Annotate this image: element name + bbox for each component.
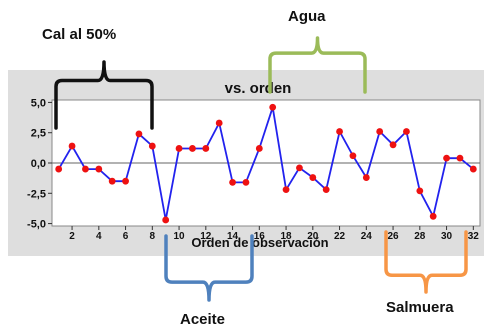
data-point: [229, 178, 236, 186]
chart-title: vs. orden: [225, 80, 292, 97]
series-layer: [55, 103, 477, 224]
y-tick-label: 5,0: [31, 97, 46, 109]
data-point: [175, 145, 183, 152]
data-point: [148, 142, 156, 150]
data-point: [95, 165, 103, 173]
annotation-label-cal: Cal al 50%: [42, 26, 117, 43]
annotation-label-salmuera: Salmuera: [386, 299, 454, 316]
x-tick-label: 24: [361, 231, 373, 242]
x-tick-label: 32: [468, 231, 480, 242]
x-tick-label: 8: [150, 231, 156, 242]
x-tick-label: 22: [334, 231, 346, 242]
x-tick-label: 30: [441, 231, 453, 242]
data-point: [135, 130, 143, 138]
x-tick-label: 26: [388, 231, 400, 242]
data-point: [122, 177, 129, 185]
data-point: [376, 128, 384, 135]
data-point: [416, 187, 424, 195]
x-tick-label: 12: [200, 231, 212, 242]
data-point: [403, 128, 410, 135]
data-point: [443, 154, 450, 162]
cal-brace: [54, 60, 154, 130]
data-point: [82, 165, 89, 173]
data-point: [162, 216, 170, 224]
annotation-label-agua: Agua: [288, 8, 326, 25]
data-point: [255, 145, 263, 152]
axes: 5,02,50,0-2,5-5,02 4 6 8 10 12 14 16 18 20 22 24 26 2…: [27, 97, 480, 242]
x-tick-label: 10: [174, 231, 186, 242]
y-tick-label: -5,0: [27, 219, 46, 231]
annotation-label-aceite: Aceite: [180, 311, 226, 328]
x-tick-label: 16: [254, 231, 266, 242]
y-tick-label: 2,5: [31, 128, 46, 140]
data-point: [269, 103, 277, 111]
x-tick-label: 2: [69, 231, 75, 242]
x-tick-label: 6: [123, 231, 129, 242]
data-point: [55, 165, 63, 173]
annotation-brackets: [54, 36, 468, 302]
data-point: [456, 154, 464, 162]
y-tick-label: 0,0: [31, 158, 46, 170]
x-tick-label: 28: [414, 231, 426, 242]
data-point: [322, 186, 330, 194]
x-axis-label: Orden de observación: [191, 235, 328, 250]
x-tick-label: 20: [307, 231, 319, 242]
data-point: [296, 164, 303, 172]
data-point: [349, 152, 357, 160]
data-point: [362, 174, 370, 181]
data-point: [215, 119, 223, 127]
x-tick-label: 14: [227, 231, 239, 242]
data-point: [189, 145, 196, 152]
data-point: [309, 174, 317, 181]
agua-brace: [268, 36, 367, 94]
data-point: [429, 212, 437, 220]
aceite-brace: [164, 234, 254, 302]
x-tick-label: 18: [281, 231, 293, 242]
x-tick-label: 4: [96, 231, 102, 242]
data-point: [389, 141, 397, 149]
data-point: [108, 177, 116, 185]
data-point: [202, 145, 210, 152]
data-point: [282, 186, 290, 194]
data-point: [336, 128, 343, 135]
data-point: [242, 178, 250, 186]
salmuera-brace: [384, 230, 468, 294]
data-point: [469, 165, 477, 173]
data-point: [68, 142, 76, 150]
y-tick-label: -2,5: [27, 188, 46, 200]
